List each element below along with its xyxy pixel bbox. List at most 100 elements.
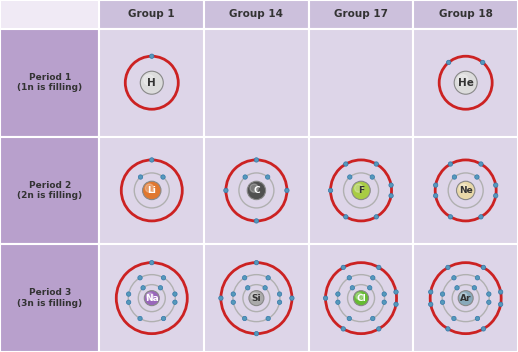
Circle shape bbox=[352, 181, 370, 200]
Circle shape bbox=[266, 316, 270, 321]
Circle shape bbox=[277, 300, 282, 304]
Bar bbox=[0, 137, 99, 244]
Bar bbox=[0, 29, 99, 137]
Bar bbox=[413, 137, 518, 244]
Text: Si: Si bbox=[252, 294, 261, 303]
Text: Period 2
(2n is filling): Period 2 (2n is filling) bbox=[17, 181, 82, 200]
Circle shape bbox=[354, 291, 368, 306]
Circle shape bbox=[434, 183, 438, 187]
Circle shape bbox=[343, 215, 348, 219]
Circle shape bbox=[263, 285, 267, 290]
Circle shape bbox=[145, 291, 159, 306]
Bar bbox=[204, 137, 309, 244]
Circle shape bbox=[377, 265, 381, 270]
Circle shape bbox=[498, 302, 503, 307]
Circle shape bbox=[394, 302, 398, 307]
Circle shape bbox=[341, 327, 346, 331]
Circle shape bbox=[336, 300, 340, 304]
Circle shape bbox=[440, 300, 445, 304]
Bar bbox=[204, 244, 309, 352]
Circle shape bbox=[247, 181, 266, 200]
Circle shape bbox=[461, 293, 467, 300]
Circle shape bbox=[455, 285, 459, 290]
Circle shape bbox=[479, 215, 483, 219]
Circle shape bbox=[457, 75, 468, 85]
Circle shape bbox=[382, 292, 386, 296]
Circle shape bbox=[440, 292, 445, 296]
Circle shape bbox=[277, 292, 282, 296]
Circle shape bbox=[452, 276, 456, 280]
Circle shape bbox=[224, 188, 228, 193]
Circle shape bbox=[448, 215, 453, 219]
Circle shape bbox=[328, 188, 333, 193]
Circle shape bbox=[143, 75, 154, 85]
Circle shape bbox=[486, 292, 491, 296]
Circle shape bbox=[249, 291, 264, 306]
Circle shape bbox=[242, 276, 247, 280]
Circle shape bbox=[370, 316, 375, 321]
Circle shape bbox=[323, 296, 328, 300]
Circle shape bbox=[481, 265, 486, 270]
Bar bbox=[0, 0, 99, 29]
Circle shape bbox=[445, 265, 450, 270]
Circle shape bbox=[498, 290, 503, 294]
Circle shape bbox=[159, 285, 163, 290]
Bar bbox=[204, 0, 309, 29]
Circle shape bbox=[494, 183, 498, 187]
Bar bbox=[99, 244, 204, 352]
Circle shape bbox=[475, 276, 480, 280]
Circle shape bbox=[428, 290, 433, 294]
Circle shape bbox=[472, 285, 477, 290]
Circle shape bbox=[161, 175, 165, 179]
Text: Cl: Cl bbox=[356, 294, 366, 303]
Circle shape bbox=[150, 158, 154, 162]
Circle shape bbox=[382, 300, 386, 304]
Circle shape bbox=[254, 332, 258, 336]
Bar bbox=[413, 0, 518, 29]
Circle shape bbox=[265, 175, 270, 179]
Circle shape bbox=[452, 175, 457, 179]
Circle shape bbox=[138, 276, 142, 280]
Text: Group 14: Group 14 bbox=[229, 10, 283, 19]
Circle shape bbox=[254, 260, 258, 265]
Circle shape bbox=[456, 181, 475, 200]
Circle shape bbox=[458, 291, 473, 306]
Circle shape bbox=[290, 296, 294, 300]
Circle shape bbox=[348, 175, 352, 179]
Circle shape bbox=[474, 175, 479, 179]
Circle shape bbox=[377, 327, 381, 331]
Bar bbox=[309, 137, 413, 244]
Text: Na: Na bbox=[145, 294, 159, 303]
Circle shape bbox=[434, 194, 438, 198]
Text: Ar: Ar bbox=[460, 294, 471, 303]
Circle shape bbox=[486, 300, 491, 304]
Bar bbox=[309, 244, 413, 352]
Circle shape bbox=[285, 188, 289, 193]
Circle shape bbox=[336, 292, 340, 296]
Circle shape bbox=[356, 293, 363, 300]
Circle shape bbox=[374, 162, 379, 166]
Circle shape bbox=[161, 276, 166, 280]
Circle shape bbox=[374, 215, 379, 219]
Text: He: He bbox=[458, 78, 473, 88]
Circle shape bbox=[459, 184, 468, 192]
Circle shape bbox=[138, 316, 142, 321]
Text: Period 3
(3n is filling): Period 3 (3n is filling) bbox=[17, 288, 82, 308]
Circle shape bbox=[452, 316, 456, 321]
Circle shape bbox=[266, 276, 270, 280]
Circle shape bbox=[481, 60, 485, 65]
Bar bbox=[99, 137, 204, 244]
Circle shape bbox=[494, 194, 498, 198]
Bar bbox=[413, 29, 518, 137]
Circle shape bbox=[231, 300, 236, 304]
Text: H: H bbox=[148, 78, 156, 88]
Circle shape bbox=[140, 71, 163, 94]
Circle shape bbox=[343, 162, 348, 166]
Circle shape bbox=[254, 158, 258, 162]
Circle shape bbox=[251, 293, 258, 300]
Circle shape bbox=[370, 276, 375, 280]
Bar bbox=[99, 29, 204, 137]
Bar bbox=[99, 0, 204, 29]
Circle shape bbox=[389, 194, 393, 198]
Text: F: F bbox=[358, 186, 364, 195]
